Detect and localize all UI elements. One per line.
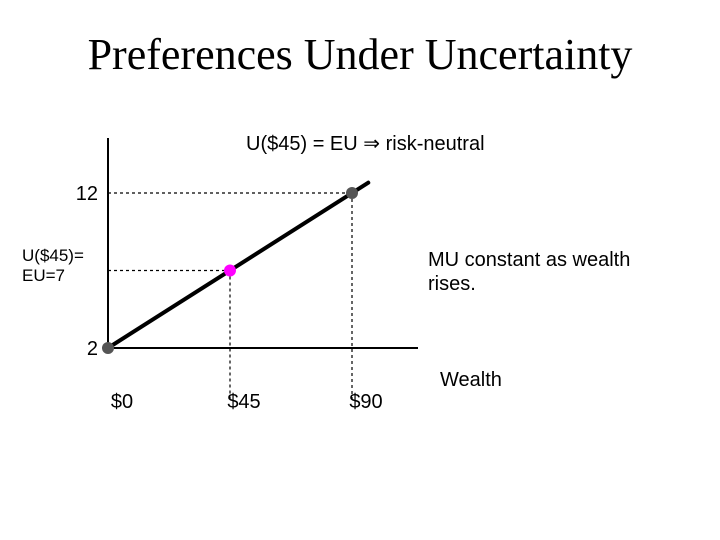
expected-utility-label: U($45)= EU=7 [22, 246, 84, 286]
expected-utility-label-line2: EU=7 [22, 266, 65, 285]
implies-arrow-icon: ⇒ [363, 133, 381, 155]
mu-note-line1: MU constant as wealth [428, 249, 631, 271]
expected-utility-label-line1: U($45)= [22, 246, 84, 265]
x-tick-label-2: $90 [349, 391, 382, 413]
y-tick-label-0: 2 [87, 338, 98, 360]
data-point-2 [346, 187, 358, 199]
mu-note: MU constant as wealth rises. [428, 248, 630, 296]
headline-prefix: U($45) = EU [246, 133, 358, 155]
x-tick-label-0: $0 [111, 391, 133, 413]
mu-note-line2: rises. [428, 273, 476, 295]
headline-suffix: risk-neutral [385, 133, 485, 155]
y-tick-label-1: 12 [76, 183, 98, 205]
utility-line [106, 180, 371, 350]
data-point-1 [224, 264, 236, 277]
x-axis-label: Wealth [440, 369, 502, 391]
chart-headline: U($45) = EU ⇒ risk-neutral [246, 132, 485, 156]
page-title: Preferences Under Uncertainty [87, 30, 633, 79]
x-tick-label-1: $45 [227, 391, 260, 413]
data-point-0 [102, 342, 114, 354]
